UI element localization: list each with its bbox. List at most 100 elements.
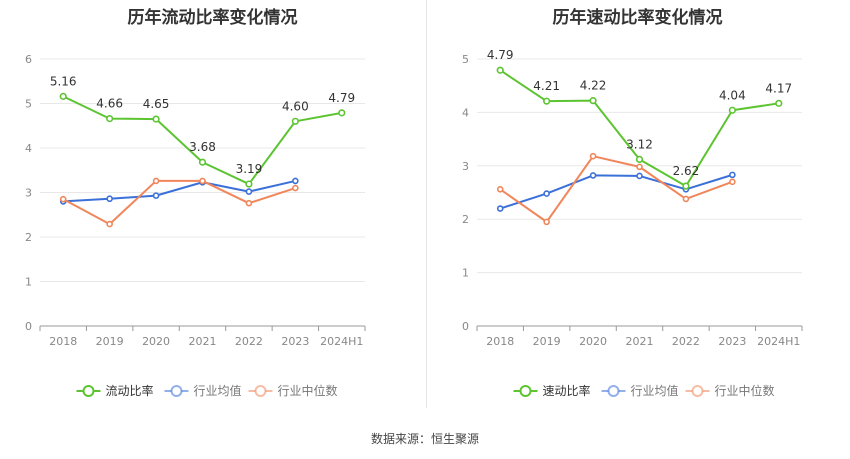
quick-ratio-panel: 历年速动比率变化情况 0 1 2 3 4 5 2018 2019 2020 2021 2022 202… bbox=[425, 0, 850, 420]
legend-label: 行业均值 bbox=[194, 383, 242, 398]
data-point bbox=[729, 178, 736, 186]
x-tick-label: 2018 bbox=[486, 335, 514, 348]
y-tick-label: 1 bbox=[462, 267, 469, 280]
data-label: 4.22 bbox=[580, 79, 607, 93]
data-point bbox=[292, 177, 299, 185]
y-tick-label: 0 bbox=[25, 320, 32, 333]
data-point bbox=[152, 115, 160, 123]
quick-ratio-chart: 0 1 2 3 4 5 2018 2019 2020 2021 2022 2023 2024H1 4.79… bbox=[462, 48, 803, 398]
legend-item: 行业中位数 bbox=[248, 383, 338, 398]
x-tick-label: 2022 bbox=[672, 335, 700, 348]
data-label: 3.19 bbox=[236, 162, 263, 176]
x-tick-label: 2018 bbox=[49, 335, 77, 348]
y-tick-label: 3 bbox=[25, 187, 32, 200]
legend-label: 行业均值 bbox=[631, 383, 679, 398]
legend-label: 速动比率 bbox=[543, 383, 591, 398]
legend-item: 行业中位数 bbox=[685, 383, 775, 398]
data-point bbox=[682, 195, 690, 203]
data-label: 4.04 bbox=[719, 88, 746, 102]
series-line bbox=[62, 179, 296, 226]
legend-item: 行业均值 bbox=[601, 383, 679, 398]
legend-marker bbox=[519, 385, 532, 397]
data-label: 4.79 bbox=[487, 48, 514, 62]
data-point bbox=[589, 152, 597, 160]
legend-label: 流动比率 bbox=[106, 383, 154, 398]
legend-item: 速动比率 bbox=[513, 383, 591, 398]
legend-marker bbox=[691, 385, 704, 397]
data-point bbox=[106, 195, 113, 203]
y-tick-label: 5 bbox=[25, 98, 32, 111]
data-point bbox=[543, 190, 550, 197]
x-tick-label: 2024H1 bbox=[320, 335, 363, 348]
y-tick-label: 4 bbox=[462, 106, 469, 119]
x-tick-label: 2019 bbox=[96, 335, 124, 348]
data-point bbox=[199, 177, 206, 185]
y-tick-label: 5 bbox=[462, 53, 469, 66]
x-tick-label: 2022 bbox=[235, 335, 263, 348]
data-point bbox=[106, 220, 113, 228]
legend-item: 流动比率 bbox=[76, 383, 154, 398]
series-line bbox=[499, 173, 733, 210]
y-tick-label: 6 bbox=[25, 53, 32, 66]
data-label: 4.65 bbox=[143, 97, 170, 111]
data-point bbox=[106, 115, 114, 123]
x-tick-label: 2024H1 bbox=[757, 335, 800, 348]
data-label: 3.12 bbox=[626, 137, 653, 151]
y-tick-label: 2 bbox=[25, 231, 32, 244]
y-tick-label: 2 bbox=[462, 213, 469, 226]
x-tick-label: 2021 bbox=[626, 335, 654, 348]
data-source-note: 数据来源：恒生聚源 bbox=[370, 432, 479, 446]
data-point bbox=[338, 109, 346, 117]
x-tick-label: 2020 bbox=[142, 335, 170, 348]
data-point bbox=[775, 99, 783, 107]
data-point bbox=[635, 155, 644, 163]
current-ratio-chart: 0 1 2 3 4 5 6 2018 2019 2020 2021 2022 2023 2024H1 5.1… bbox=[25, 53, 366, 398]
data-point bbox=[245, 199, 253, 207]
legend-label: 行业中位数 bbox=[715, 383, 775, 398]
legend-marker bbox=[607, 385, 620, 397]
data-point bbox=[198, 158, 207, 166]
x-tick-label: 2019 bbox=[533, 335, 561, 348]
data-label: 4.60 bbox=[282, 99, 309, 113]
legend-marker bbox=[82, 385, 95, 397]
data-point bbox=[589, 172, 597, 179]
data-point bbox=[245, 188, 253, 195]
current-ratio-panel: 历年流动比率变化情况 0 1 2 3 4 5 6 2018 2019 2020 2021 2022 20… bbox=[0, 0, 425, 420]
data-label: 2.62 bbox=[673, 164, 700, 178]
data-label: 4.17 bbox=[765, 81, 792, 95]
legend-label: 行业中位数 bbox=[278, 383, 338, 398]
data-label: 4.66 bbox=[96, 97, 123, 111]
data-point bbox=[59, 92, 67, 100]
data-label: 4.79 bbox=[328, 91, 355, 105]
y-tick-label: 1 bbox=[25, 276, 32, 289]
x-tick-label: 2023 bbox=[718, 335, 746, 348]
y-tick-label: 4 bbox=[25, 142, 32, 155]
data-label: 3.68 bbox=[189, 140, 216, 154]
data-point bbox=[292, 184, 299, 192]
data-label: 4.21 bbox=[533, 79, 560, 93]
y-tick-label: 3 bbox=[462, 160, 469, 173]
data-label: 5.16 bbox=[50, 74, 77, 88]
data-point bbox=[496, 205, 504, 212]
series-line bbox=[499, 155, 733, 223]
data-point bbox=[152, 192, 160, 199]
data-point bbox=[636, 172, 643, 180]
legend-marker bbox=[254, 385, 267, 397]
data-point bbox=[245, 180, 253, 188]
series-line bbox=[63, 179, 296, 203]
panel-divider bbox=[426, 0, 427, 408]
data-point bbox=[543, 97, 551, 105]
data-point bbox=[152, 177, 160, 185]
data-point bbox=[729, 171, 736, 179]
data-point bbox=[59, 195, 67, 203]
data-point bbox=[496, 66, 504, 74]
data-point bbox=[543, 218, 550, 226]
y-tick-label: 0 bbox=[462, 320, 469, 333]
data-point bbox=[728, 106, 736, 114]
legend-marker bbox=[170, 385, 183, 397]
data-point bbox=[682, 182, 690, 190]
chart-title: 历年速动比率变化情况 bbox=[552, 8, 723, 28]
data-point bbox=[589, 97, 597, 105]
legend-item: 行业均值 bbox=[164, 383, 242, 398]
data-point bbox=[636, 163, 643, 171]
